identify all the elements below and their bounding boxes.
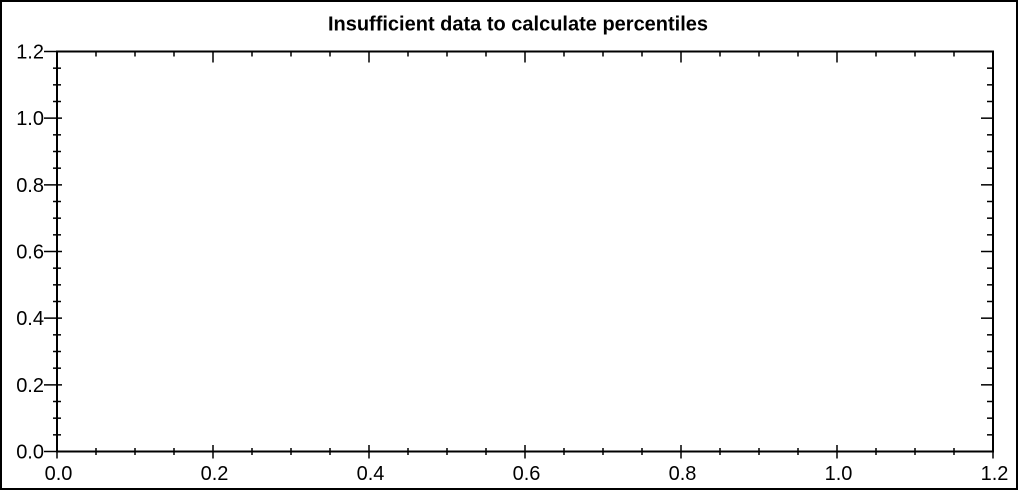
x-tick-label: 0.0	[45, 463, 73, 485]
y-tick-label: 1.2	[16, 42, 44, 64]
x-tick-label: 1.2	[981, 463, 1009, 485]
chart-title: Insufficient data to calculate percentil…	[328, 14, 708, 36]
y-tick-label: 0.4	[16, 308, 44, 330]
x-tick-label: 0.2	[201, 463, 229, 485]
y-tick-label: 0.8	[16, 175, 44, 197]
y-tick-label: 0.2	[16, 375, 44, 397]
y-tick-label: 0.6	[16, 242, 44, 264]
x-tick-label: 1.0	[825, 463, 853, 485]
x-tick-label: 0.6	[513, 463, 541, 485]
y-tick-label: 1.0	[16, 108, 44, 130]
outer-border	[0, 0, 1018, 490]
y-tick-label: 0.0	[16, 442, 44, 464]
x-tick-label: 0.8	[669, 463, 697, 485]
plot-ticks: 0.0 0.2 0.4 0.6 0.8 1.0 1.2 0.0 0.2 0.4 0.6 0.8 1.0 1…	[16, 42, 1008, 486]
x-tick-label: 0.4	[357, 463, 385, 485]
